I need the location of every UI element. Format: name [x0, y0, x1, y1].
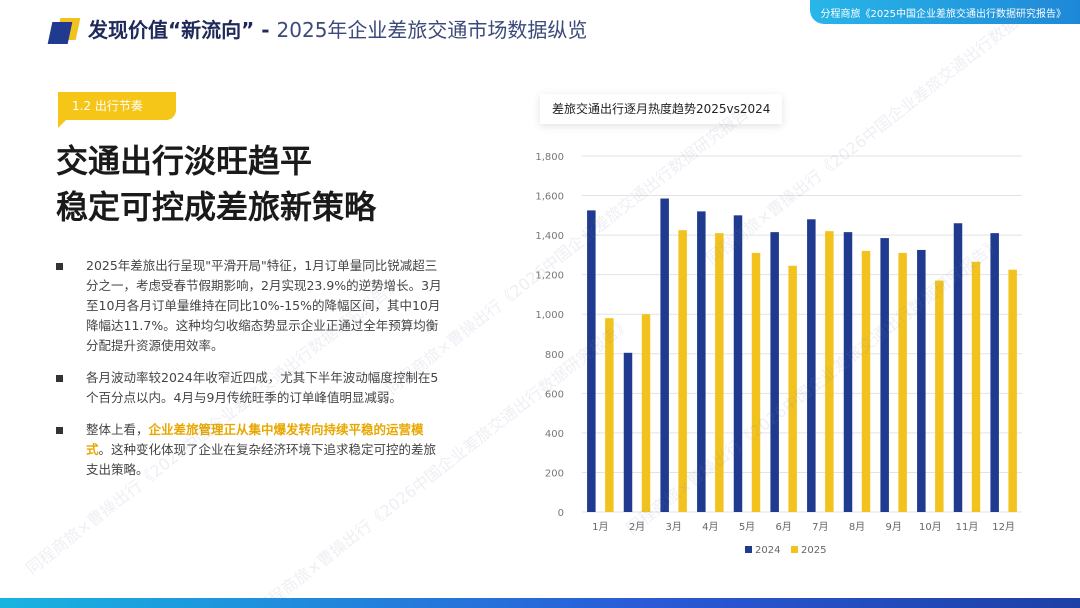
bar-2024	[953, 223, 963, 512]
x-tick-label: 10月	[919, 521, 942, 533]
x-tick-label: 9月	[885, 521, 901, 533]
y-tick-label: 600	[545, 389, 564, 400]
bullet-square-icon	[56, 263, 63, 270]
y-tick-label: 1,400	[535, 231, 564, 242]
bar-2025	[935, 280, 944, 512]
chart-title: 差旅交通出行逐月热度趋势2025vs2024	[540, 94, 783, 124]
bar-2025	[788, 265, 797, 512]
y-tick-label: 1,000	[535, 310, 564, 321]
bar-2025	[751, 252, 761, 512]
bar-2025	[861, 250, 871, 512]
bar-2024	[917, 249, 926, 512]
bullet-highlight: 企业差旅管理正从集中爆发转向持续平稳的运营模式	[86, 422, 424, 457]
headline: 交通出行淡旺趋平 稳定可控成差旅新策略	[56, 138, 376, 230]
bullet-text-prefix: 整体上看，	[86, 422, 149, 437]
bullet-item: 各月波动率较2024年收窄近四成，尤其下半年波动幅度控制在5个百分点以内。4月与…	[56, 368, 446, 408]
bar-2024	[733, 215, 743, 512]
x-tick-label: 2月	[629, 521, 645, 533]
legend-swatch-2025	[791, 546, 798, 553]
x-tick-label: 3月	[665, 521, 681, 533]
bar-2024	[660, 198, 669, 512]
bar-2025	[898, 252, 907, 512]
x-tick-label: 11月	[956, 521, 979, 533]
bullet-square-icon	[56, 427, 63, 434]
bar-chart: 0 200 400 600 800 1,000 1,200 1,400 1,600 1,800 1月…	[535, 152, 1022, 556]
bullet-list: 2025年差旅出行呈现"平滑开局"特征，1月订单量同比锐减超三分之一，考虑受春节…	[56, 256, 446, 492]
bar-2025	[825, 231, 834, 512]
y-tick-label: 1,800	[535, 152, 564, 163]
bar-2024	[623, 352, 633, 512]
bullet-item: 整体上看，企业差旅管理正从集中爆发转向持续平稳的运营模式。这种变化体现了企业在复…	[56, 420, 446, 480]
bullet-text-suffix: 。这种变化体现了企业在复杂经济环境下追求稳定可控的差旅支出策略。	[86, 442, 437, 477]
legend-label: 2025	[801, 545, 826, 556]
headline-line-2: 稳定可控成差旅新策略	[56, 188, 377, 226]
bar-2025	[641, 314, 651, 512]
title-sub: 2025年企业差旅交通市场数据纵览	[276, 18, 588, 42]
bar-2024	[770, 232, 779, 512]
bullet-text: 各月波动率较2024年收窄近四成，尤其下半年波动幅度控制在5个百分点以内。4月与…	[86, 370, 439, 405]
bar-2024	[807, 219, 816, 512]
bar-2025	[971, 261, 981, 512]
y-tick-label: 800	[545, 350, 564, 361]
bar-2024	[990, 233, 999, 512]
legend-label: 2024	[755, 545, 780, 556]
bar-2025	[605, 318, 614, 512]
bar-2024	[697, 211, 706, 512]
bottom-bar	[0, 598, 1080, 608]
y-tick-label: 0	[558, 508, 564, 519]
page-title: 发现价值“新流向” - 2025年企业差旅交通市场数据纵览	[88, 14, 587, 43]
section-tag: 1.2 出行节奏	[58, 92, 176, 128]
bar-2024	[587, 210, 596, 512]
legend-swatch-2024	[745, 546, 752, 553]
y-tick-label: 400	[545, 429, 564, 440]
x-tick-label: 12月	[992, 521, 1015, 533]
x-tick-label: 4月	[702, 521, 718, 533]
x-tick-label: 6月	[775, 521, 791, 533]
bar-2024	[880, 238, 889, 513]
bar-2025	[715, 233, 724, 512]
bar-2025	[678, 230, 687, 512]
bar-2025	[1008, 269, 1017, 512]
bullet-item: 2025年差旅出行呈现"平滑开局"特征，1月订单量同比锐减超三分之一，考虑受春节…	[56, 256, 446, 356]
y-tick-label: 1,600	[535, 192, 564, 203]
x-tick-label: 1月	[592, 521, 608, 533]
headline-line-1: 交通出行淡旺趋平	[56, 142, 313, 180]
bullet-text: 2025年差旅出行呈现"平滑开局"特征，1月订单量同比锐减超三分之一，考虑受春节…	[86, 258, 442, 353]
bar-2024	[843, 232, 853, 512]
x-tick-label: 5月	[739, 521, 755, 533]
report-banner-text: 分程商旅《2025中国企业差旅交通出行数据研究报告》	[820, 9, 1066, 20]
bullet-square-icon	[56, 375, 63, 382]
y-tick-label: 200	[545, 468, 564, 479]
report-banner: 分程商旅《2025中国企业差旅交通出行数据研究报告》	[810, 0, 1080, 24]
title-main: 发现价值“新流向” -	[88, 18, 277, 42]
x-tick-label: 7月	[812, 521, 828, 533]
x-tick-label: 8月	[849, 521, 865, 533]
logo	[47, 18, 81, 44]
y-tick-label: 1,200	[535, 271, 564, 282]
